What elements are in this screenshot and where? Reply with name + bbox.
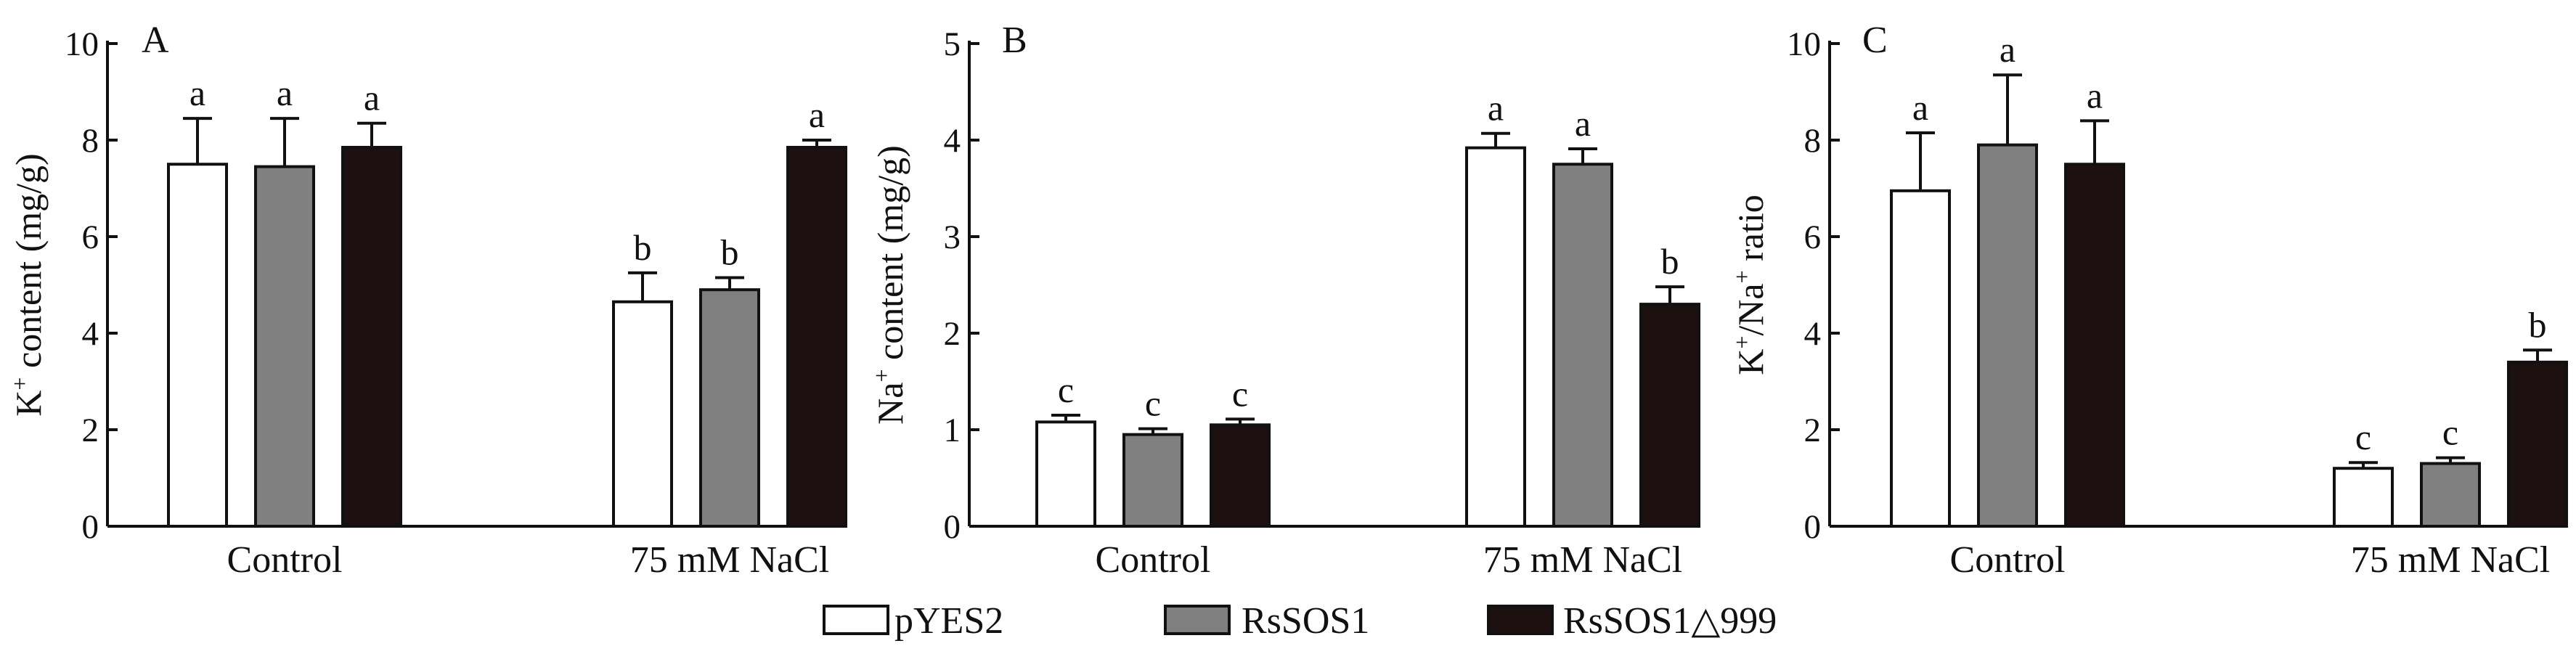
y-tick-label: 4 xyxy=(82,315,99,353)
bar-rssos1999 xyxy=(2064,163,2125,528)
significance-letter: b xyxy=(634,227,652,268)
bar-rssos1 xyxy=(1977,143,2038,528)
bar-pyes2 xyxy=(167,163,228,528)
y-tick-label: 6 xyxy=(82,218,99,256)
legend-swatch xyxy=(1164,605,1231,635)
significance-letter: a xyxy=(364,78,380,118)
x-category-label: Control xyxy=(1950,539,2066,581)
bar-pyes2 xyxy=(1035,420,1096,528)
y-axis-label: Na+ content (mg/g) xyxy=(868,145,910,425)
bar-pyes2 xyxy=(2333,467,2394,528)
y-tick-label: 0 xyxy=(82,508,99,546)
x-category-label: Control xyxy=(227,539,343,581)
x-category-label: 75 mM NaCl xyxy=(2351,539,2550,581)
significance-letter: c xyxy=(1232,373,1248,414)
significance-letter: a xyxy=(2000,29,2015,70)
y-tick-label: 0 xyxy=(944,508,961,546)
significance-letter: b xyxy=(2529,304,2547,345)
bar-rssos1 xyxy=(254,165,315,528)
bar-pyes2 xyxy=(1890,189,1951,528)
y-axis-label: K+/Na+ ratio xyxy=(1729,195,1771,375)
panel-letter: B xyxy=(1002,20,1027,61)
chart-panel-a: 0 2 4 6 8 10 A K+ content (mg/g) Control 75 mM Na… xyxy=(7,20,847,581)
bar-rssos1 xyxy=(2420,462,2481,528)
significance-letter: c xyxy=(1058,369,1074,410)
y-axis-label: K+ content (mg/g) xyxy=(7,153,49,416)
y-tick-label: 4 xyxy=(944,122,961,160)
y-tick-label: 2 xyxy=(82,412,99,449)
bar-rssos1999 xyxy=(2507,360,2568,528)
x-category-label: 75 mM NaCl xyxy=(1483,539,1682,581)
chart-panel-c: 0 2 4 6 8 10 C K+/Na+ ratio Control 75 mM NaCl a c a… xyxy=(1729,20,2568,581)
panel-letter: C xyxy=(1862,20,1888,61)
y-tick-label: 1 xyxy=(944,412,961,449)
legend-label: RsSOS1△999 xyxy=(1563,600,1777,642)
bar-rssos1999 xyxy=(1210,423,1271,528)
y-tick-label: 6 xyxy=(1804,218,1822,256)
legend-label: RsSOS1 xyxy=(1242,600,1369,642)
significance-letter: a xyxy=(1912,87,1928,128)
bar-rssos1 xyxy=(1122,433,1183,528)
significance-letter: c xyxy=(2442,412,2458,453)
bar-rssos1999 xyxy=(786,145,847,528)
legend-label: pYES2 xyxy=(894,600,1003,642)
legend-swatch xyxy=(1487,605,1554,635)
y-tick-label: 4 xyxy=(1804,315,1822,353)
significance-letter: c xyxy=(1145,383,1161,424)
significance-letter: a xyxy=(277,73,293,113)
bar-pyes2 xyxy=(612,300,673,528)
y-tick-label: 10 xyxy=(65,25,99,63)
significance-letter: b xyxy=(1661,241,1679,282)
bar-rssos1999 xyxy=(1639,303,1700,528)
significance-letter: b xyxy=(721,232,739,273)
significance-letter: a xyxy=(809,94,825,135)
significance-letter: c xyxy=(2355,417,2371,457)
x-category-label: 75 mM NaCl xyxy=(630,539,829,581)
bar-rssos1 xyxy=(1552,163,1613,528)
significance-letter: a xyxy=(1488,88,1504,128)
bar-pyes2 xyxy=(1465,146,1526,528)
y-tick-label: 3 xyxy=(944,218,961,256)
significance-letter: a xyxy=(189,73,205,113)
bar-rssos1 xyxy=(699,288,760,528)
chart-panel-b: 0 1 2 3 4 5 B Na+ content (mg/g) Control 75 mM Na… xyxy=(868,20,1700,581)
y-tick-label: 8 xyxy=(82,122,99,160)
significance-letter: a xyxy=(2087,75,2103,115)
legend: pYES2 RsSOS1 RsSOS1△999 xyxy=(823,600,1777,642)
y-tick-label: 2 xyxy=(1804,412,1822,449)
legend-swatch xyxy=(823,605,889,635)
y-tick-label: 0 xyxy=(1804,508,1822,546)
y-tick-label: 2 xyxy=(944,315,961,353)
y-tick-label: 10 xyxy=(1787,25,1821,63)
significance-letter: a xyxy=(1575,103,1591,144)
x-category-label: Control xyxy=(1096,539,1211,581)
bar-rssos1999 xyxy=(341,145,402,528)
y-tick-label: 8 xyxy=(1804,122,1822,160)
panel-letter: A xyxy=(142,20,169,61)
y-tick-label: 5 xyxy=(944,25,961,63)
